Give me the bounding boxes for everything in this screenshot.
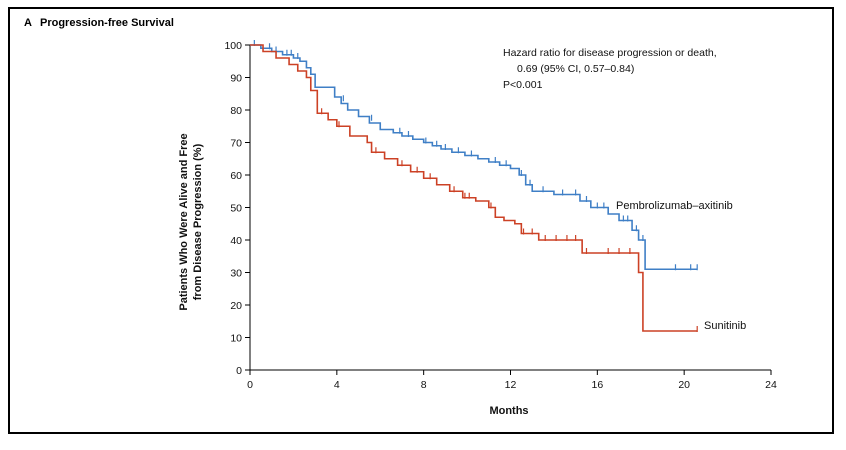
x-tick-label: 4	[334, 379, 340, 391]
panel-title: Progression-free Survival	[40, 17, 174, 29]
y-ticks: 0 10 20 30 40 50 60 70 80 90 100	[224, 40, 250, 377]
series-line-sunitinib	[250, 44, 698, 332]
x-tick-label: 24	[765, 379, 777, 391]
x-tick-label: 16	[591, 379, 603, 391]
y-tick-label: 60	[230, 170, 242, 182]
plot-area: 0 10 20 30 40 50 60 70 80 90 100 0 4 8 12 16 20 24	[224, 40, 777, 391]
x-tick-label: 8	[421, 379, 427, 391]
y-tick-label: 0	[236, 365, 242, 377]
y-tick-label: 90	[230, 73, 242, 85]
hazard-ratio-annotation: Hazard ratio for disease progression or …	[503, 47, 717, 91]
y-tick-label: 80	[230, 105, 242, 117]
panel-letter: A	[24, 17, 32, 29]
y-tick-label: 50	[230, 203, 242, 215]
y-axis-title: Patients Who Were Alive and Free from Di…	[178, 133, 204, 310]
series-line-pembrolizumab-axitinib	[250, 44, 698, 271]
y-tick-label: 40	[230, 235, 242, 247]
annotation-line-2: 0.69 (95% CI, 0.57–0.84)	[517, 63, 634, 75]
figure-frame	[8, 7, 834, 434]
y-tick-label: 100	[224, 40, 242, 52]
x-tick-label: 12	[505, 379, 517, 391]
y-tick-label: 70	[230, 138, 242, 150]
x-tick-label: 20	[678, 379, 690, 391]
series-layer	[250, 40, 698, 332]
x-tick-label: 0	[247, 379, 253, 391]
y-tick-label: 10	[230, 333, 242, 345]
y-axis-title-line-2: from Disease Progression (%)	[192, 143, 204, 300]
y-tick-label: 30	[230, 268, 242, 280]
y-tick-label: 20	[230, 300, 242, 312]
x-ticks: 0 4 8 12 16 20 24	[247, 370, 777, 391]
series-label-pembrolizumab-axitinib: Pembrolizumab–axitinib	[616, 200, 733, 212]
series-label-sunitinib: Sunitinib	[704, 320, 746, 332]
annotation-line-3: P<0.001	[503, 79, 543, 91]
x-axis-title: Months	[489, 405, 528, 417]
annotation-line-1: Hazard ratio for disease progression or …	[503, 47, 717, 59]
y-axis-title-line-1: Patients Who Were Alive and Free	[178, 133, 190, 310]
